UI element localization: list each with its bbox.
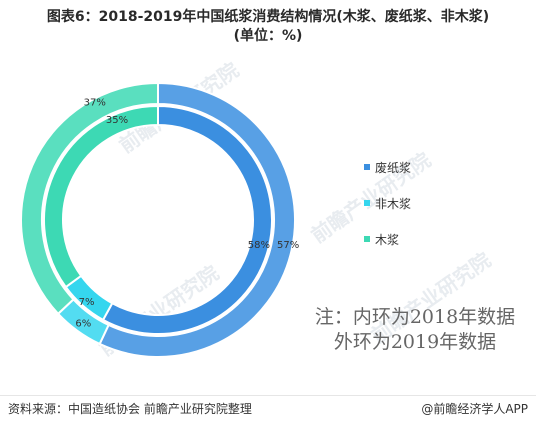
inner-ring-label-waste-paper-pulp: 58% bbox=[248, 240, 270, 251]
inner-ring-label-wood-pulp: 35% bbox=[106, 115, 128, 126]
legend: 废纸浆 非木浆 木浆 bbox=[364, 158, 411, 266]
source-note: 资料来源：中国造纸协会 前瞻产业研究院整理 bbox=[8, 402, 252, 416]
legend-swatch-wood-pulp bbox=[364, 236, 370, 242]
donut-chart: 58% 7% 35% 57% 6% 37% bbox=[20, 81, 299, 358]
legend-label: 非木浆 bbox=[375, 196, 412, 211]
rings-group bbox=[20, 81, 296, 358]
legend-swatch-waste-paper-pulp bbox=[364, 164, 370, 170]
legend-label: 废纸浆 bbox=[375, 160, 412, 175]
note: 注：内环为2018年数据 外环为2019年数据 bbox=[300, 305, 530, 355]
footer-brand: @前瞻经济学人APP bbox=[421, 402, 528, 416]
outer-ring-label-wood-pulp: 37% bbox=[84, 98, 106, 109]
chart-title: 图表6：2018-2019年中国纸浆消费结构情况(木浆、废纸浆、非木浆) (单位… bbox=[0, 8, 536, 46]
inner-ring-slice-wood-pulp bbox=[43, 104, 159, 289]
legend-label: 木浆 bbox=[375, 232, 400, 247]
outer-ring-label-waste-paper-pulp: 57% bbox=[277, 240, 299, 251]
outer-ring-slice-wood-pulp bbox=[20, 81, 159, 316]
note-line1: 注：内环为2018年数据 bbox=[314, 306, 516, 328]
legend-swatch-non-wood-pulp bbox=[364, 200, 370, 206]
legend-item-waste-paper-pulp: 废纸浆 bbox=[364, 158, 411, 176]
inner-ring-label-non-wood-pulp: 7% bbox=[79, 297, 95, 308]
chart-title-line2: (单位：%) bbox=[233, 28, 303, 44]
legend-item-non-wood-pulp: 非木浆 bbox=[364, 194, 411, 212]
legend-item-wood-pulp: 木浆 bbox=[364, 230, 411, 248]
chart-title-line1: 图表6：2018-2019年中国纸浆消费结构情况(木浆、废纸浆、非木浆) bbox=[46, 9, 490, 25]
note-line2: 外环为2019年数据 bbox=[333, 331, 497, 353]
labels-group: 58% 7% 35% 57% 6% 37% bbox=[75, 98, 299, 330]
outer-ring-label-non-wood-pulp: 6% bbox=[75, 319, 91, 330]
footer-divider bbox=[0, 395, 536, 396]
